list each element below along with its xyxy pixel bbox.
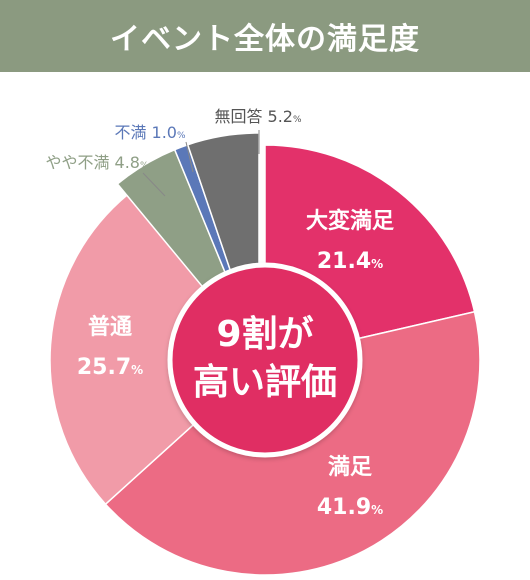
- pie-slice-3: [49, 193, 267, 506]
- leader-line-5: [185, 141, 194, 173]
- slice-value-1: 21.4%: [317, 249, 383, 274]
- center-highlight-circle: [167, 262, 363, 458]
- slice-label-4: やや不満 4.8%: [45, 153, 149, 172]
- slice-label-5: 不満 1.0%: [114, 123, 186, 142]
- slice-label-6: 無回答 5.2%: [214, 107, 302, 126]
- center-label-line2: 高い評価: [193, 362, 337, 403]
- leader-line-4: [142, 172, 166, 197]
- slice-name-2: 満足: [328, 454, 372, 480]
- slice-value-3: 25.7%: [77, 355, 143, 380]
- center-label-line1: 9割が: [216, 314, 313, 355]
- slice-name-1: 大変満足: [306, 208, 394, 234]
- slice-name-3: 普通: [88, 314, 132, 340]
- slice-value-2: 41.9%: [317, 495, 383, 520]
- chart-title: イベント全体の満足度: [0, 0, 530, 72]
